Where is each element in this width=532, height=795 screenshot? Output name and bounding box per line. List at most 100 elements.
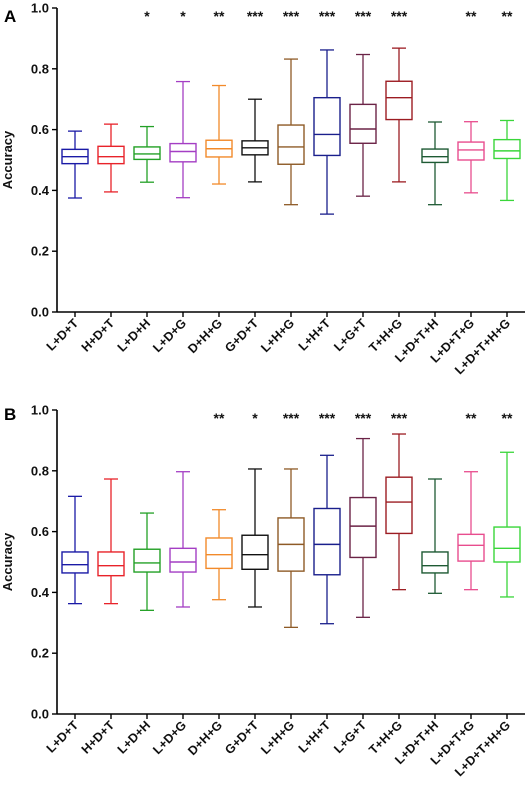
significance-marker: *** [391, 8, 408, 24]
iqr-box [205, 537, 233, 570]
iqr-box [313, 96, 341, 157]
box-l-d-h [133, 125, 161, 183]
box-l-h-t [313, 49, 341, 215]
panel-label: B [4, 405, 16, 424]
iqr-box [385, 80, 413, 121]
y-tick-label: 1.0 [31, 1, 49, 16]
iqr-box [169, 547, 197, 573]
box-h-d-t [97, 478, 125, 605]
box-l-d-t-h [421, 121, 449, 206]
panel-a: A Accuracy 0.0 0.2 0.4 0.6 0.8 1.0 L+D+TH+D+TL+D… [0, 1, 525, 377]
box-l-d-g [169, 471, 197, 608]
iqr-box [133, 146, 161, 161]
x-tick-label: G+D+T [222, 316, 261, 355]
box-h-d-t [97, 123, 125, 193]
significance-marker: * [252, 410, 258, 426]
iqr-box [349, 496, 377, 559]
significance-marker: ** [502, 410, 513, 426]
iqr-box [133, 548, 161, 573]
box-l-h-g [277, 58, 305, 206]
significance-marker: *** [247, 8, 264, 24]
x-tick-label: H+D+T [79, 316, 118, 355]
x-tick-label: L+D+G [150, 718, 189, 757]
significance-marker: * [144, 8, 150, 24]
box-l-d-h [133, 512, 161, 611]
iqr-box [61, 551, 89, 574]
box-l-d-t-g [457, 471, 485, 591]
x-tick-label: L+D+T [44, 718, 82, 756]
y-tick-label: 0.4 [31, 183, 50, 198]
y-tick-label: 0.0 [31, 707, 49, 722]
significance-marker: *** [355, 410, 372, 426]
panel-b: BAccuracy0.00.20.40.60.81.0L+D+TH+D+TL+D… [0, 403, 525, 779]
box-d-h-g [205, 509, 233, 601]
significance-marker: *** [283, 410, 300, 426]
y-tick-label: 0.2 [31, 244, 49, 259]
box-l-d-t-g [457, 121, 485, 194]
iqr-box [313, 507, 341, 576]
y-axis-label: Accuracy [0, 130, 15, 189]
iqr-box [421, 148, 449, 164]
y-tick-label: 1.0 [31, 403, 49, 418]
y-tick-label: 0.6 [31, 524, 49, 539]
box-g-d-t [241, 468, 269, 608]
box-l-h-t [313, 454, 341, 625]
x-tick-label: D+H+G [185, 316, 225, 356]
x-tick-label: L+H+G [258, 718, 297, 757]
iqr-box [421, 551, 449, 574]
box-l-d-t [61, 495, 89, 605]
box-l-h-g [277, 468, 305, 629]
y-tick-label: 0.4 [31, 585, 50, 600]
x-tick-label: L+H+T [296, 718, 334, 756]
box-d-h-g [205, 84, 233, 185]
box-l-d-t [61, 130, 89, 199]
significance-marker: *** [283, 8, 300, 24]
y-axis-label: Accuracy [0, 532, 15, 591]
significance-marker: *** [319, 8, 336, 24]
y-tick-label: 0.2 [31, 646, 49, 661]
box-g-d-t [241, 98, 269, 183]
x-tick-label: L+H+T [296, 316, 334, 354]
significance-marker: ** [502, 8, 513, 24]
x-tick-label: L+D+H [115, 718, 153, 756]
box-l-d-t-h [421, 478, 449, 594]
box-l-g-t [349, 53, 377, 197]
y-tick-label: 0.8 [31, 463, 49, 478]
y-tick-label: 0.8 [31, 61, 49, 76]
box-t-h-g [385, 433, 413, 591]
significance-marker: * [180, 8, 186, 24]
panel-label: A [4, 7, 16, 26]
x-tick-label: H+D+T [79, 718, 118, 757]
significance-marker: *** [319, 410, 336, 426]
iqr-box [457, 141, 485, 161]
significance-marker: ** [466, 410, 477, 426]
iqr-box [385, 476, 413, 535]
iqr-box [97, 145, 125, 165]
y-tick-label: 0.6 [31, 122, 49, 137]
x-tick-label: L+H+G [258, 316, 297, 355]
iqr-box [277, 124, 305, 165]
x-tick-label: G+D+T [222, 718, 261, 757]
box-l-g-t [349, 437, 377, 618]
iqr-box [97, 551, 125, 577]
significance-marker: *** [355, 8, 372, 24]
x-tick-label: D+H+G [185, 718, 225, 758]
x-tick-label: L+G+T [331, 316, 369, 354]
x-tick-label: L+D+H [115, 316, 153, 354]
iqr-box [493, 138, 521, 160]
iqr-box [241, 534, 269, 570]
iqr-box [457, 533, 485, 562]
iqr-box [493, 526, 521, 563]
iqr-box [349, 103, 377, 144]
box-t-h-g [385, 47, 413, 183]
significance-marker: *** [391, 410, 408, 426]
x-tick-label: L+D+T [44, 316, 82, 354]
significance-marker: ** [214, 8, 225, 24]
y-tick-label: 0.0 [31, 305, 49, 320]
iqr-box [169, 142, 197, 163]
x-tick-label: L+G+T [331, 718, 369, 756]
box-l-d-t-h-g [493, 451, 521, 598]
significance-marker: ** [466, 8, 477, 24]
box-l-d-t-h-g [493, 119, 521, 202]
